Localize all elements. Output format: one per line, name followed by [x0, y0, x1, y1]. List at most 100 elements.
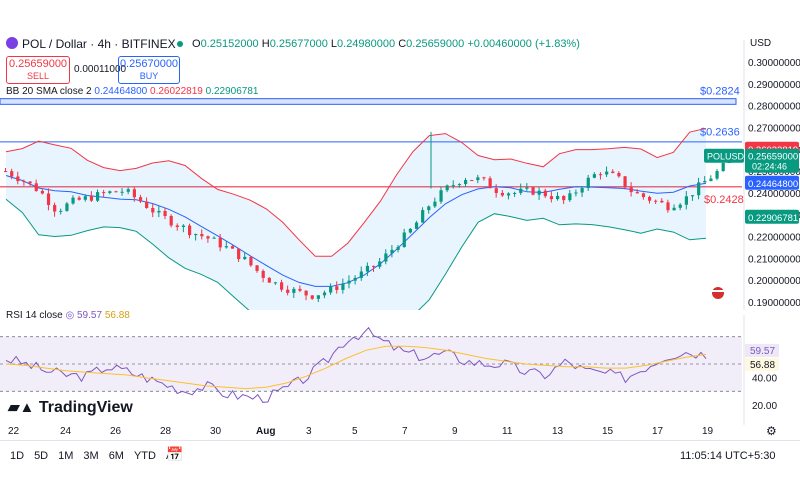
- rsi-value-tag: [745, 343, 779, 357]
- candle-body: [267, 277, 271, 283]
- resistance-label: $0.2636: [700, 126, 740, 138]
- bb-basis-price-tag-text: 0.24464800: [748, 179, 798, 190]
- bb-upper-line: [5, 127, 707, 257]
- candle-body: [482, 177, 486, 179]
- settings-gear-icon[interactable]: ⚙: [766, 424, 777, 438]
- symbol-title[interactable]: POL / Dollar · 4h · BITFINEX: [22, 37, 176, 51]
- time-axis-tick: 19: [702, 426, 714, 437]
- candle-body: [623, 176, 627, 188]
- upper-zone-box: [0, 98, 737, 105]
- bb-upper-value: 0.26022819: [150, 86, 203, 97]
- candle-body: [261, 270, 265, 278]
- candle-body: [59, 210, 63, 212]
- candle-body: [715, 171, 719, 179]
- candle-body: [365, 265, 370, 272]
- rsi-axis-tick: 20.00: [752, 401, 777, 412]
- candle-body: [163, 210, 167, 217]
- candle-body: [181, 225, 186, 227]
- candle-body: [703, 181, 707, 183]
- support-label: $0.2428: [704, 194, 744, 206]
- candle-body: [402, 232, 406, 247]
- time-axis-tick: 9: [452, 426, 458, 437]
- range-button-all[interactable]: All: [165, 450, 179, 462]
- bb-lower-price-tag: [745, 209, 799, 224]
- bb-basis-value: 0.24464800: [94, 86, 148, 97]
- candle-body: [660, 200, 664, 203]
- time-axis-tick: 22: [8, 426, 20, 437]
- bollinger-band-fill: [6, 128, 706, 310]
- candle-body: [672, 207, 676, 211]
- candle-body: [132, 189, 136, 198]
- price-axis-tick: 0.22000000: [748, 233, 800, 244]
- range-button-6m[interactable]: 6M: [108, 450, 124, 462]
- symbol-tag-text: POLUSD: [707, 152, 745, 162]
- ohlc-readout: O0.25152000 H0.25677000 L0.24980000 C0.2…: [192, 38, 580, 50]
- candle-body: [120, 191, 124, 193]
- bb-legend[interactable]: BB 20 SMA close 2 0.24464800 0.26022819 …: [6, 86, 258, 97]
- range-button-ytd[interactable]: YTD: [133, 450, 156, 462]
- price-axis-tick: 0.27000000: [748, 123, 800, 134]
- candle-body: [298, 288, 302, 291]
- candle-body: [292, 288, 296, 293]
- rsi-line: [5, 326, 707, 403]
- candle-body: [568, 193, 572, 201]
- candle-body: [40, 190, 44, 194]
- candle-body: [145, 201, 149, 209]
- candle-body: [390, 249, 394, 254]
- candle-body: [194, 234, 198, 236]
- sell-button[interactable]: 0.25659000 SELL: [6, 56, 70, 84]
- rsi-ma-tag-text: 56.88: [750, 360, 775, 371]
- candle-body: [506, 193, 511, 196]
- price-axis-tick: 0.24000000: [748, 189, 800, 200]
- tradingview-logo[interactable]: ▰▲ TradingView: [8, 398, 133, 417]
- range-button-5d[interactable]: 5D: [34, 450, 49, 462]
- candle-body: [126, 189, 130, 192]
- candle-body: [53, 205, 57, 212]
- price-chart[interactable]: 0.30000000 0.29000000 0.28000000 0.27000000…: [0, 40, 800, 310]
- rsi-value-tag-text: 59.57: [750, 346, 775, 357]
- currency-selector[interactable]: USD: [750, 38, 772, 49]
- buy-button[interactable]: 0.25670000 BUY: [118, 56, 180, 84]
- time-axis-tick: 7: [402, 426, 408, 437]
- bb-lower-line: [5, 198, 707, 310]
- pol-logo-icon: [6, 37, 18, 49]
- candle-body: [138, 197, 143, 202]
- buy-price: 0.25670000: [119, 58, 179, 70]
- date-range-icon[interactable]: 📅: [166, 446, 184, 462]
- range-button-1m[interactable]: 1M: [58, 450, 74, 462]
- candle-body: [537, 190, 541, 195]
- time-axis[interactable]: 22 24 26 28 30 Aug 3 5 7 9 11 13 15 17 19: [0, 426, 745, 440]
- candle-body: [697, 182, 701, 196]
- candle-body: [114, 191, 118, 193]
- candle-body: [378, 261, 382, 267]
- candle-body: [414, 222, 419, 229]
- range-button-3m[interactable]: 3M: [83, 450, 99, 462]
- rsi-ma-value: 56.88: [104, 310, 130, 321]
- candle-body: [457, 184, 462, 186]
- candle-body: [605, 171, 609, 175]
- candle-body: [341, 283, 345, 290]
- time-axis-tick: 3: [306, 426, 312, 437]
- upper-zone-label: $0.2824: [700, 85, 740, 97]
- candle-body: [243, 256, 247, 260]
- candle-body: [427, 206, 431, 211]
- candle-body: [280, 282, 284, 290]
- spread-value: 0.00011000: [74, 64, 127, 75]
- candle-body: [556, 195, 560, 200]
- clock[interactable]: 11:05:14 UTC+5:30: [680, 450, 776, 462]
- buy-label: BUY: [139, 71, 159, 81]
- candle-body: [592, 174, 596, 178]
- candle-body: [10, 171, 14, 177]
- candle-body: [304, 290, 308, 296]
- candle-body: [611, 171, 615, 173]
- range-button-1d[interactable]: 1D: [10, 450, 25, 462]
- rsi-legend[interactable]: RSI 14 close ◎ 59.57 56.88: [6, 310, 130, 321]
- sell-label: SELL: [26, 71, 50, 81]
- candle-body: [108, 191, 112, 193]
- candle-body: [83, 196, 87, 200]
- time-axis-tick: 26: [110, 426, 122, 437]
- candle-body: [445, 185, 449, 191]
- time-axis-tick: 30: [210, 426, 222, 437]
- candle-body: [500, 192, 504, 196]
